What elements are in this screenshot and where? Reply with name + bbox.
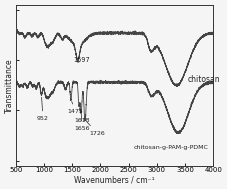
- Text: 1597: 1597: [73, 57, 90, 63]
- Text: 1475: 1475: [67, 101, 83, 114]
- Text: 952: 952: [37, 97, 49, 122]
- Text: 1656: 1656: [74, 114, 89, 132]
- Text: chitosan: chitosan: [187, 75, 220, 84]
- X-axis label: Wavenumbers / cm⁻¹: Wavenumbers / cm⁻¹: [74, 175, 154, 184]
- Y-axis label: Transmittance: Transmittance: [5, 58, 14, 113]
- Text: 1726: 1726: [86, 122, 104, 136]
- Text: 1618: 1618: [74, 108, 89, 123]
- Text: chitosan-g-PAM-g-PDMC: chitosan-g-PAM-g-PDMC: [133, 145, 207, 149]
